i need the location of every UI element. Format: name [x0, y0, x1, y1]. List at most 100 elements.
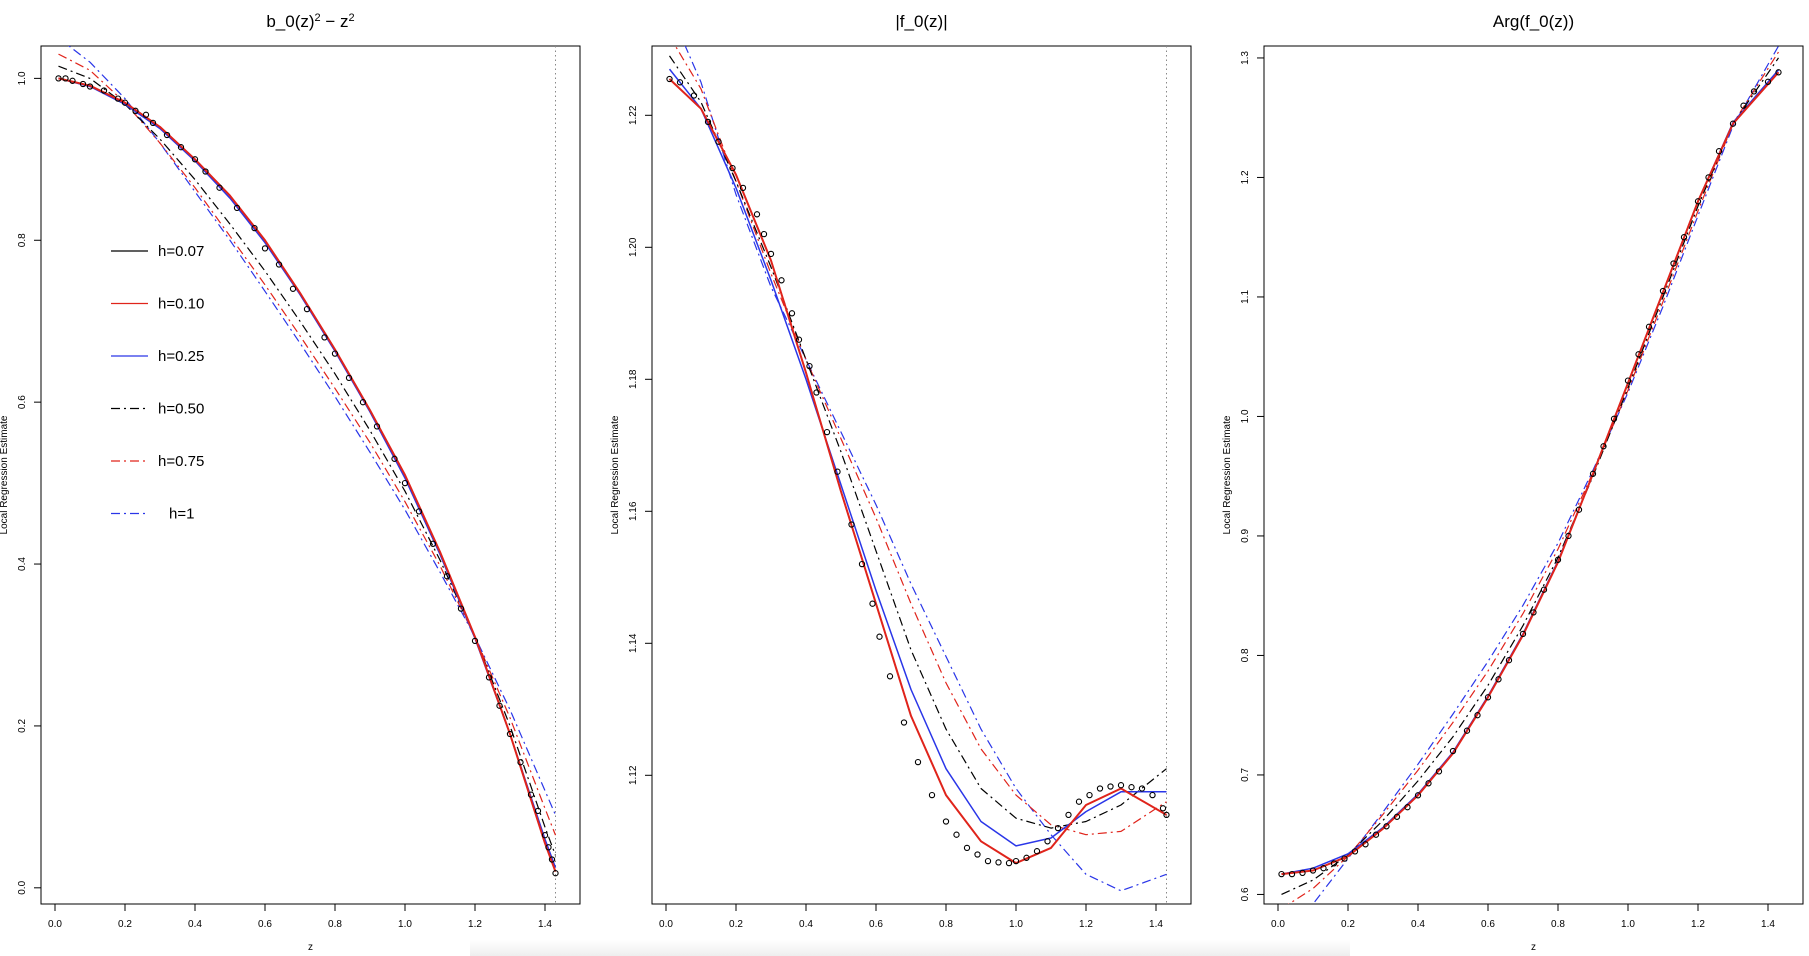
series-line-h075	[1287, 51, 1780, 904]
data-point	[1575, 506, 1583, 513]
data-point	[995, 859, 1002, 866]
data-point	[548, 856, 556, 863]
data-point	[1750, 88, 1758, 95]
data-point	[429, 540, 437, 547]
y-axis-label: Local Regression Estimate	[610, 415, 621, 534]
data-point	[1383, 823, 1390, 830]
data-point	[1775, 69, 1782, 76]
data-point	[1054, 824, 1062, 832]
data-point	[1635, 351, 1642, 358]
x-tick-label: 1.2	[468, 919, 482, 930]
data-point	[1565, 532, 1572, 540]
data-point	[942, 818, 950, 825]
data-point	[1023, 854, 1030, 861]
data-point	[1589, 470, 1597, 477]
data-point	[541, 832, 549, 839]
data-point	[1463, 727, 1471, 734]
x-tick-label: 1.0	[398, 919, 412, 930]
data-point	[1554, 556, 1562, 563]
series-line-h010	[1281, 71, 1780, 876]
series-line-h050	[58, 65, 557, 856]
series-line-h010	[58, 77, 557, 872]
y-tick-label: 1.12	[628, 765, 639, 785]
data-point	[552, 870, 559, 877]
data-point	[676, 79, 684, 86]
data-point	[1288, 870, 1296, 878]
y-axis-label: Local Regression Estimate	[1222, 415, 1233, 534]
data-point	[1715, 148, 1723, 155]
data-point	[471, 637, 479, 645]
data-point	[1278, 870, 1285, 878]
data-point	[869, 600, 876, 607]
x-tick-label: 0.6	[258, 919, 272, 930]
data-point	[1705, 174, 1712, 181]
data-point	[1330, 860, 1338, 867]
data-point	[767, 250, 775, 258]
data-point	[753, 211, 761, 218]
data-point	[1610, 415, 1618, 422]
x-tick-label: 1.2	[1079, 919, 1093, 930]
y-tick-label: 1.16	[628, 501, 639, 521]
data-point	[79, 80, 87, 88]
series-line-h075	[674, 46, 1167, 836]
data-point	[739, 184, 747, 192]
data-point	[415, 508, 423, 515]
data-point	[900, 719, 908, 726]
x-tick-label: 0.0	[1271, 919, 1285, 930]
data-point	[1075, 798, 1083, 805]
data-point	[876, 633, 883, 640]
data-point	[1096, 785, 1104, 792]
plot-frame	[651, 45, 1192, 905]
data-point	[506, 730, 514, 738]
data-point	[1117, 782, 1125, 789]
series-line-h050	[669, 55, 1167, 829]
legend-label: h=0.07	[158, 243, 204, 260]
data-point	[795, 336, 803, 343]
data-point	[251, 224, 258, 232]
plot-area	[1278, 46, 1782, 904]
x-tick-label: 0.4	[188, 919, 202, 930]
data-point	[303, 305, 311, 313]
y-tick-label: 0.2	[17, 719, 28, 733]
x-tick-label: 1.0	[1621, 919, 1635, 930]
data-point	[760, 230, 768, 238]
y-tick-label: 0.9	[1240, 529, 1251, 543]
x-axis-label: z	[1531, 942, 1536, 953]
data-point	[704, 118, 712, 126]
x-tick-label: 0.6	[1481, 919, 1495, 930]
legend-label: h=0.10	[158, 296, 204, 313]
panel-3: Arg(f_0(z)) 0.0 0.2 0.4 0.6 0.8 1.0 1.2 1.4 0.6 0.…	[1222, 12, 1804, 953]
y-tick-label: 1.14	[628, 633, 639, 653]
data-point	[142, 111, 150, 118]
y-tick-label: 0.8	[17, 233, 28, 247]
y-tick-label: 1.3	[1240, 51, 1251, 65]
data-point	[163, 131, 171, 139]
data-point	[373, 423, 381, 430]
data-point	[345, 374, 353, 382]
x-tick-label: 0.6	[869, 919, 883, 930]
data-point	[1044, 838, 1051, 845]
y-tick-label: 0.8	[1240, 648, 1251, 662]
data-point	[788, 310, 796, 317]
data-point	[496, 702, 503, 709]
data-point	[1505, 657, 1513, 664]
plot-area	[666, 46, 1170, 904]
x-tick-label: 1.4	[1761, 919, 1775, 930]
data-point	[963, 844, 971, 852]
data-point	[1449, 747, 1457, 755]
y-tick-label: 0.0	[17, 880, 28, 894]
data-point	[1372, 831, 1380, 838]
data-point	[1764, 78, 1772, 85]
data-point	[391, 455, 398, 462]
x-tick-label: 1.4	[538, 919, 552, 930]
y-tick-label: 0.4	[17, 557, 28, 571]
series-line-h1	[684, 46, 1167, 892]
series-line-h050	[1281, 57, 1779, 895]
data-point	[858, 560, 866, 568]
data-point	[1128, 784, 1135, 791]
bottom-fade	[470, 940, 1350, 956]
data-point	[1351, 848, 1359, 855]
legend-label: h=1	[169, 506, 194, 523]
data-point	[1159, 805, 1167, 812]
